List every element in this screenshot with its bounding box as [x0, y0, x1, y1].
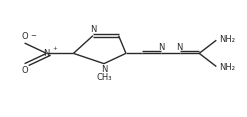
Text: N: N: [177, 43, 183, 52]
Text: N: N: [158, 43, 165, 52]
Text: N: N: [90, 25, 96, 34]
Text: O: O: [21, 66, 28, 75]
Text: N: N: [43, 49, 50, 58]
Text: +: +: [52, 46, 57, 51]
Text: NH₂: NH₂: [220, 35, 235, 44]
Text: NH₂: NH₂: [220, 63, 235, 72]
Text: CH₃: CH₃: [96, 73, 112, 82]
Text: O: O: [21, 32, 28, 41]
Text: N: N: [101, 65, 107, 74]
Text: −: −: [31, 33, 37, 39]
